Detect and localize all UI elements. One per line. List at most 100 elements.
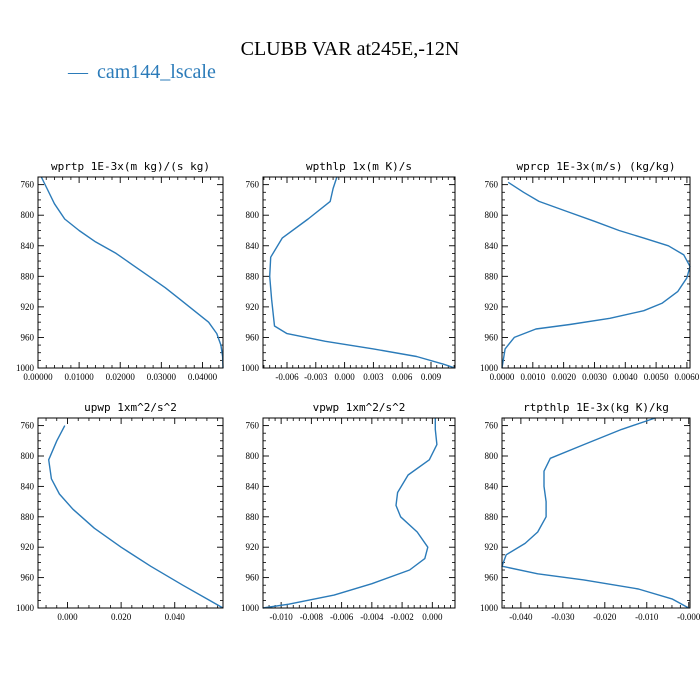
y-tick-label: 840 — [485, 481, 499, 491]
x-tick-label: -0.020 — [593, 612, 617, 622]
x-tick-label: 0.0050 — [644, 372, 669, 382]
y-tick-label: 880 — [21, 512, 35, 522]
series-line-cam144-lscale — [269, 176, 456, 369]
y-tick-label: 880 — [485, 512, 499, 522]
series-line-cam144-lscale — [501, 417, 690, 609]
y-tick-label: 1000 — [241, 363, 260, 373]
panel-title: rtpthlp 1E-3x(kg K)/kg — [523, 401, 669, 414]
legend-label: cam144_lscale — [97, 61, 216, 83]
y-tick-label: 920 — [21, 542, 35, 552]
x-tick-label: -0.010 — [270, 612, 294, 622]
panel-4: upwp 1xm^2/s^2 760 800 840 880 920 960 1000 0.00… — [16, 401, 224, 622]
y-tick-label: 760 — [21, 180, 35, 190]
y-tick-label: 920 — [485, 542, 499, 552]
x-tick-label: -0.008 — [300, 612, 324, 622]
y-tick-label: 920 — [485, 302, 499, 312]
panel-title: vpwp 1xm^2/s^2 — [313, 401, 406, 414]
legend-line-marker: — — [67, 61, 89, 83]
y-tick-label: 920 — [246, 302, 260, 312]
y-tick-label: 800 — [21, 210, 35, 220]
series-line-cam144-lscale — [48, 425, 224, 609]
y-tick-label: 800 — [246, 451, 260, 461]
panel-frame — [37, 417, 224, 609]
x-tick-label: 0.0010 — [520, 372, 545, 382]
panel-title: wpthlp 1x(m K)/s — [306, 160, 412, 173]
x-tick-label: -0.030 — [551, 612, 575, 622]
y-tick-label: 760 — [21, 421, 35, 431]
y-tick-label: 960 — [485, 332, 499, 342]
y-tick-label: 1000 — [16, 603, 35, 613]
y-tick-label: 1000 — [241, 603, 260, 613]
legend: — cam144_lscale — [67, 61, 216, 83]
x-tick-label: 0.003 — [363, 372, 384, 382]
figure-title: CLUBB VAR at245E,-12N — [241, 38, 460, 60]
y-tick-label: 920 — [21, 302, 35, 312]
y-tick-label: 760 — [485, 180, 499, 190]
y-tick-label: 840 — [21, 241, 35, 251]
y-tick-label: 960 — [246, 573, 260, 583]
y-tick-label: 840 — [246, 481, 260, 491]
panel-1: wprtp 1E-3x(m kg)/(s kg) 760 800 840 880 920 9… — [16, 160, 224, 382]
y-tick-label: 880 — [246, 512, 260, 522]
x-tick-label: 0.00000 — [23, 372, 53, 382]
x-tick-label: -0.006 — [330, 612, 354, 622]
x-tick-label: -0.000 — [677, 612, 700, 622]
y-tick-label: 1000 — [480, 363, 499, 373]
y-tick-label: 760 — [246, 180, 260, 190]
y-tick-label: 1000 — [480, 603, 499, 613]
x-tick-label: 0.0060 — [675, 372, 700, 382]
panel-frame — [501, 417, 691, 609]
panel-frame — [37, 176, 224, 369]
panels: wprtp 1E-3x(m kg)/(s kg) 760 800 840 880 920 9… — [16, 160, 700, 622]
y-tick-label: 840 — [21, 481, 35, 491]
x-tick-label: -0.002 — [390, 612, 413, 622]
x-tick-label: -0.004 — [360, 612, 384, 622]
y-tick-label: 800 — [246, 210, 260, 220]
panel-frame — [262, 417, 456, 609]
y-tick-label: 800 — [485, 451, 499, 461]
x-tick-label: 0.009 — [421, 372, 442, 382]
y-tick-label: 800 — [21, 451, 35, 461]
y-tick-label: 960 — [485, 573, 499, 583]
y-tick-label: 760 — [485, 421, 499, 431]
panel-5: vpwp 1xm^2/s^2 760 800 840 880 920 960 1000 -0.0… — [241, 401, 456, 622]
x-tick-label: 0.01000 — [64, 372, 94, 382]
x-tick-label: 0.0000 — [490, 372, 515, 382]
y-tick-label: 960 — [246, 332, 260, 342]
x-tick-label: 0.0040 — [613, 372, 638, 382]
x-tick-label: 0.000 — [57, 612, 78, 622]
panel-3: wprcp 1E-3x(m/s) (kg/kg) 760 800 840 880 920 9… — [480, 160, 700, 382]
series-line-cam144-lscale — [262, 418, 438, 609]
panel-frame — [501, 176, 691, 369]
y-tick-label: 800 — [485, 210, 499, 220]
x-tick-label: -0.003 — [304, 372, 328, 382]
panel-frame — [262, 176, 456, 369]
series-line-cam144-lscale — [501, 181, 691, 369]
panel-6: rtpthlp 1E-3x(kg K)/kg 760 800 840 880 920 960… — [480, 401, 700, 622]
y-tick-label: 840 — [246, 241, 260, 251]
x-tick-label: -0.006 — [275, 372, 299, 382]
x-tick-label: 0.0020 — [551, 372, 576, 382]
y-tick-label: 840 — [485, 241, 499, 251]
panel-2: wpthlp 1x(m K)/s 760 800 840 880 920 960 1000 -0… — [241, 160, 456, 382]
x-tick-label: 0.03000 — [147, 372, 177, 382]
y-tick-label: 960 — [21, 573, 35, 583]
x-tick-label: -0.010 — [635, 612, 659, 622]
x-tick-label: -0.040 — [509, 612, 533, 622]
x-tick-label: 0.020 — [111, 612, 132, 622]
series-line-cam144-lscale — [40, 176, 224, 369]
x-tick-label: 0.02000 — [106, 372, 136, 382]
y-tick-label: 920 — [246, 542, 260, 552]
y-tick-label: 880 — [246, 271, 260, 281]
panel-title: wprtp 1E-3x(m kg)/(s kg) — [51, 160, 210, 173]
x-tick-label: 0.000 — [422, 612, 443, 622]
x-tick-label: 0.04000 — [188, 372, 218, 382]
y-tick-label: 760 — [246, 421, 260, 431]
x-tick-label: 0.040 — [165, 612, 186, 622]
x-tick-label: 0.0030 — [582, 372, 607, 382]
panel-title: upwp 1xm^2/s^2 — [84, 401, 177, 414]
y-tick-label: 880 — [485, 271, 499, 281]
x-tick-label: 0.006 — [392, 372, 413, 382]
panel-title: wprcp 1E-3x(m/s) (kg/kg) — [517, 160, 676, 173]
